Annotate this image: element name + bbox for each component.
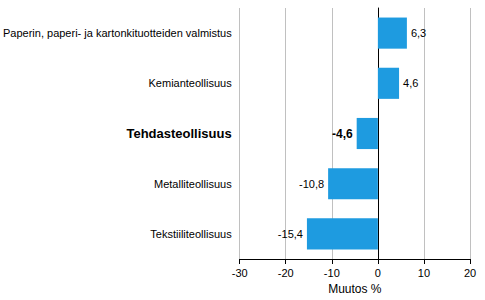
svg-text:-15,4: -15,4 <box>278 228 303 240</box>
svg-text:20: 20 <box>464 267 476 279</box>
svg-text:-4,6: -4,6 <box>332 127 353 141</box>
svg-text:6,3: 6,3 <box>411 27 426 39</box>
svg-text:Muutos %: Muutos % <box>328 282 382 296</box>
svg-text:Tekstiiliteollisuus: Tekstiiliteollisuus <box>150 228 232 240</box>
svg-text:Kemianteollisuus: Kemianteollisuus <box>149 77 233 89</box>
svg-text:0: 0 <box>375 267 381 279</box>
svg-text:Paperin, paperi- ja kartonkitu: Paperin, paperi- ja kartonkituotteiden v… <box>3 27 232 39</box>
svg-text:Tehdasteollisuus: Tehdasteollisuus <box>126 126 231 141</box>
svg-text:Metalliteollisuus: Metalliteollisuus <box>154 178 232 190</box>
svg-text:4,6: 4,6 <box>403 77 418 89</box>
svg-text:-30: -30 <box>232 267 248 279</box>
svg-text:-10,8: -10,8 <box>299 178 324 190</box>
svg-text:-20: -20 <box>278 267 294 279</box>
svg-text:-10: -10 <box>324 267 340 279</box>
svg-text:10: 10 <box>418 267 430 279</box>
